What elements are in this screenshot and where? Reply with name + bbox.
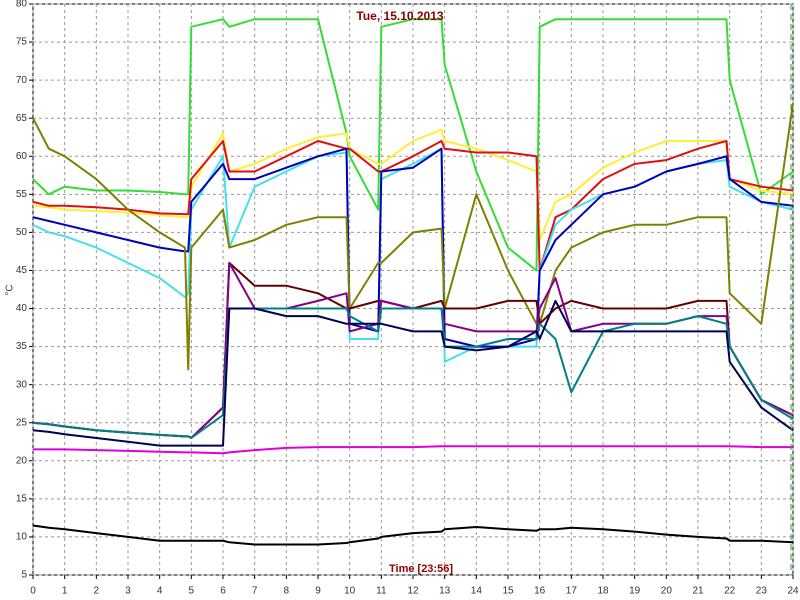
y-tick-label: 60 (16, 151, 28, 162)
x-tick-label: 20 (661, 586, 673, 597)
x-tick-label: 14 (471, 586, 483, 597)
y-tick-label: 65 (16, 113, 28, 124)
y-tick-label: 45 (16, 265, 28, 276)
x-tick-label: 8 (284, 586, 290, 597)
x-tick-label: 10 (344, 586, 356, 597)
x-tick-label: 16 (534, 586, 546, 597)
x-tick-label: 17 (566, 586, 578, 597)
series-line (33, 445, 793, 455)
y-tick-label: 55 (16, 189, 28, 200)
x-tick-label: 12 (407, 586, 419, 597)
y-tick-label: 5 (21, 570, 27, 581)
x-tick-label: 13 (439, 586, 451, 597)
y-tick-label: 10 (16, 532, 28, 543)
y-tick-label: 40 (16, 303, 28, 314)
series-line (32, 299, 794, 447)
x-tick-label: 1 (62, 586, 68, 597)
y-axis-label: °C (5, 284, 16, 295)
x-tick-label: 24 (787, 586, 799, 597)
y-tick-label: 75 (16, 37, 28, 48)
x-axis-label: Time [23:56] (389, 563, 453, 575)
x-tick-label: 2 (94, 586, 100, 597)
chart-title: Tue, 15.10.2013 (356, 9, 443, 23)
x-tick-label: 19 (629, 586, 641, 597)
x-tick-label: 21 (692, 586, 704, 597)
x-tick-label: 4 (157, 586, 163, 597)
x-tick-label: 3 (125, 586, 131, 597)
x-tick-label: 18 (597, 586, 609, 597)
y-tick-label: 35 (16, 341, 28, 352)
y-tick-label: 25 (16, 417, 28, 428)
series-lines (32, 18, 794, 546)
x-tick-label: 0 (30, 586, 36, 597)
x-tick-label: 11 (376, 586, 387, 597)
x-tick-label: 6 (220, 586, 226, 597)
x-tick-label: 15 (502, 586, 514, 597)
y-tick-label: 50 (16, 227, 28, 238)
y-tick-label: 80 (16, 0, 28, 10)
series-line (32, 18, 794, 272)
x-tick-label: 22 (724, 586, 736, 597)
x-tick-label: 7 (252, 586, 258, 597)
x-tick-label: 5 (189, 586, 195, 597)
series-line (32, 102, 794, 371)
y-tick-label: 30 (16, 379, 28, 390)
x-tick-label: 23 (756, 586, 768, 597)
series-line (32, 524, 794, 546)
x-tick-label: 9 (315, 586, 321, 597)
series-line (32, 307, 794, 439)
y-tick-label: 70 (16, 75, 28, 86)
y-tick-label: 20 (16, 455, 28, 466)
series-line (32, 128, 794, 241)
y-tick-label: 15 (16, 494, 28, 505)
series-line (32, 147, 794, 348)
